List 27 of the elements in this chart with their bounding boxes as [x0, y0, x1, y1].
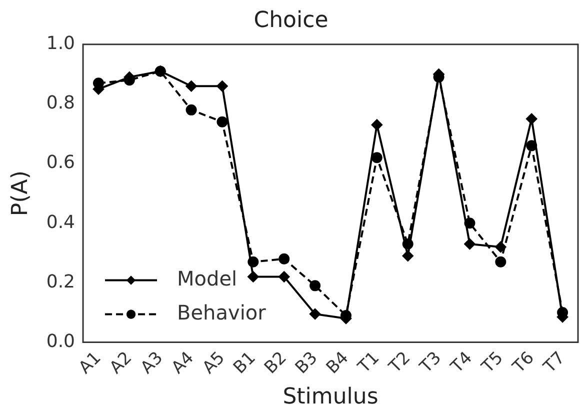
x-tick-label: T4	[446, 348, 476, 378]
legend-label: Behavior	[177, 300, 267, 324]
y-tick-label: 1.0	[46, 33, 76, 54]
y-tick-label: 0.2	[46, 271, 76, 292]
x-tick-label: T7	[539, 348, 570, 378]
x-tick-label: T1	[354, 348, 384, 378]
x-tick-label: A3	[137, 348, 168, 378]
legend-label: Model	[177, 266, 238, 290]
y-axis-title: P(A)	[8, 170, 33, 216]
x-tick-label: A5	[198, 348, 229, 378]
x-tick-label: T6	[508, 348, 538, 378]
x-tick-label: B1	[230, 348, 260, 378]
x-tick-label: T2	[384, 348, 415, 378]
x-tick-label: B4	[322, 348, 353, 378]
x-tick-label: A1	[75, 348, 106, 378]
x-tick-label: B3	[292, 348, 322, 378]
y-tick-label: 0.6	[46, 152, 76, 174]
x-tick-label: A4	[168, 348, 198, 378]
x-tick-label: T3	[416, 348, 446, 378]
y-tick-label: 0.0	[46, 330, 76, 352]
y-tick-label: 0.8	[46, 92, 76, 114]
y-tick-label: 0.4	[46, 212, 76, 233]
x-tick-label: T5	[477, 348, 508, 378]
x-tick-label: B2	[260, 348, 291, 378]
chart-title: Choice	[254, 8, 328, 33]
x-axis-title: Stimulus	[282, 384, 378, 410]
x-tick-label: A2	[106, 348, 136, 378]
